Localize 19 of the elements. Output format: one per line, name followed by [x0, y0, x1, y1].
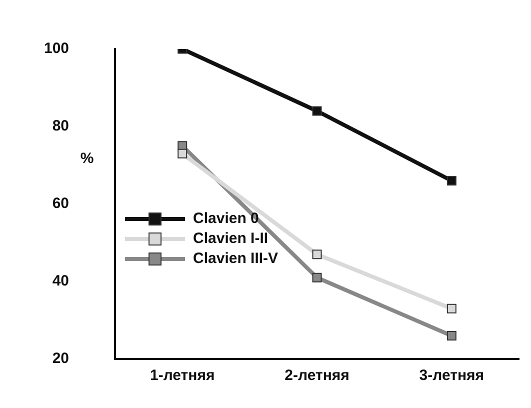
legend-label: Clavien I-II	[193, 230, 268, 248]
legend-label: Clavien 0	[193, 210, 259, 228]
point	[446, 176, 456, 186]
y-axis-title: %	[80, 150, 94, 168]
y-tick-label: 40	[52, 272, 70, 290]
point	[312, 106, 322, 116]
point	[178, 148, 188, 158]
point	[312, 272, 322, 282]
y-tick-label: 100	[44, 40, 70, 58]
point	[312, 250, 322, 260]
y-tick-label: 80	[52, 118, 70, 135]
y-tick-label: 60	[52, 195, 70, 212]
x-tick-label: 3-летняя	[419, 367, 484, 384]
point	[446, 331, 456, 340]
x-tick-label: 1-летняя	[150, 367, 215, 384]
y-tick-label: 20	[52, 350, 70, 368]
x-tick-label: 2-летняя	[284, 367, 350, 384]
legend-label: Clavien III-V	[193, 250, 278, 268]
point	[446, 304, 456, 314]
